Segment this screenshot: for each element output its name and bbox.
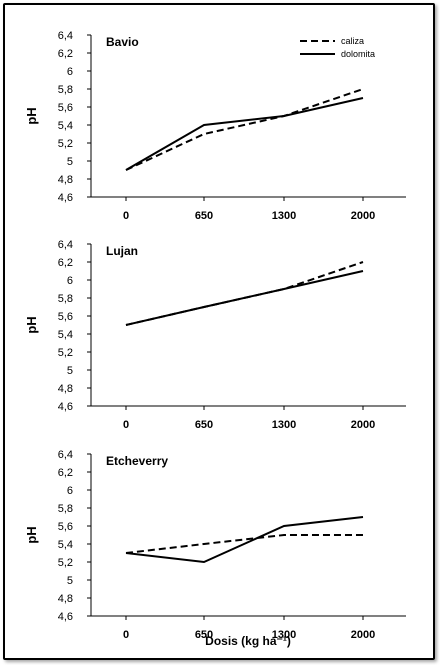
legend-label: dolomita	[341, 49, 375, 59]
y-tick-label: 6	[67, 66, 73, 78]
y-axis-label: pH	[24, 107, 39, 124]
y-tick-label: 4,8	[58, 383, 73, 395]
x-tick-label: 650	[195, 629, 213, 641]
x-tick-label: 2000	[351, 419, 375, 431]
x-tick-label: 1300	[272, 210, 296, 222]
x-tick-label: 2000	[351, 210, 375, 222]
y-tick-label: 5,8	[58, 293, 73, 305]
y-tick-label: 5	[67, 156, 73, 168]
y-tick-label: 5,6	[58, 521, 73, 533]
y-axis-label: pH	[24, 526, 39, 543]
y-axis-label: pH	[24, 316, 39, 333]
y-tick-label: 4,6	[58, 611, 73, 623]
legend-label: caliza	[341, 36, 364, 46]
y-tick-label: 6,2	[58, 257, 73, 269]
figure-frame	[3, 3, 435, 660]
x-tick-label: 650	[195, 419, 213, 431]
y-tick-label: 6,4	[58, 239, 73, 251]
y-tick-label: 5,6	[58, 311, 73, 323]
y-tick-label: 5,4	[58, 120, 73, 132]
y-tick-label: 6,4	[58, 30, 73, 42]
y-tick-label: 6,2	[58, 467, 73, 479]
panel-title: Etcheverry	[106, 454, 168, 468]
chart-panel-1: 4,6 4,8 5 5,2 5,4 5,6 5,8 6 6,2 6,4 0 650 1300 2000 Lu…	[24, 239, 406, 431]
y-tick-label: 4,8	[58, 174, 73, 186]
chart-panel-0: 4,6 4,8 5 5,2 5,4 5,6 5,8 6 6,2 6,4 0 650 1300 2000 Ba…	[24, 30, 406, 222]
x-tick-label: 1300	[272, 629, 296, 641]
y-tick-label: 5,6	[58, 102, 73, 114]
x-tick-label: 0	[123, 419, 129, 431]
y-tick-label: 6	[67, 275, 73, 287]
x-tick-label: 650	[195, 210, 213, 222]
y-tick-label: 6,2	[58, 48, 73, 60]
series-line-dashed	[125, 88, 364, 171]
chart-panel-2: 4,6 4,8 5 5,2 5,4 5,6 5,8 6 6,2 6,4 0 650 1300 2000 Et…	[24, 449, 406, 648]
y-tick-label: 5	[67, 575, 73, 587]
y-tick-label: 5,8	[58, 503, 73, 515]
series-line-solid	[125, 270, 364, 326]
panel-title: Bavio	[106, 35, 139, 49]
y-tick-label: 5,2	[58, 347, 73, 359]
y-tick-label: 4,6	[58, 192, 73, 204]
series-line-solid	[125, 97, 364, 171]
y-tick-label: 5,4	[58, 539, 73, 551]
x-tick-label: 0	[123, 629, 129, 641]
y-tick-label: 5,8	[58, 84, 73, 96]
y-tick-label: 4,8	[58, 593, 73, 605]
x-tick-label: 1300	[272, 419, 296, 431]
y-tick-label: 5,2	[58, 138, 73, 150]
x-axis-label: Dosis (kg ha⁻¹)	[205, 634, 291, 648]
x-tick-label: 0	[123, 210, 129, 222]
y-tick-label: 6	[67, 485, 73, 497]
series-line-dashed	[125, 261, 364, 326]
y-tick-label: 6,4	[58, 449, 73, 461]
series-line-dashed	[125, 534, 363, 554]
y-tick-label: 5,2	[58, 557, 73, 569]
panel-title: Lujan	[106, 244, 138, 258]
x-tick-label: 2000	[351, 629, 375, 641]
y-tick-label: 4,6	[58, 401, 73, 413]
series-line-solid	[125, 516, 364, 564]
y-tick-label: 5,4	[58, 329, 73, 341]
y-tick-label: 5	[67, 365, 73, 377]
